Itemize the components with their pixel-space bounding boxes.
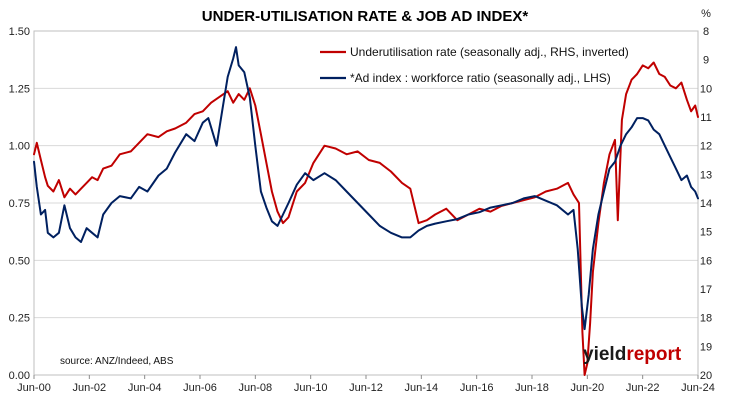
right-tick-label: 9 xyxy=(703,55,709,67)
x-tick-label: Jun-14 xyxy=(405,382,439,394)
source-note: source: ANZ/Indeed, ABS xyxy=(60,356,174,367)
right-tick-label: 11 xyxy=(700,112,711,124)
right-tick-label: 14 xyxy=(700,198,712,210)
brand-logo-main: yield xyxy=(583,344,626,365)
left-tick-label: 0.25 xyxy=(9,313,30,325)
right-tick-label: 17 xyxy=(700,284,712,296)
x-tick-label: Jun-16 xyxy=(460,382,494,394)
brand-logo: yieldreport xyxy=(583,344,682,365)
series-line-underutilisation xyxy=(33,61,699,376)
x-tick-label: Jun-10 xyxy=(294,382,328,394)
legend-label-underutilisation: Underutilisation rate (seasonally adj., … xyxy=(350,45,629,59)
right-tick-label: 12 xyxy=(700,141,712,153)
right-tick-label: 8 xyxy=(703,26,709,38)
x-tick-label: Jun-02 xyxy=(73,382,107,394)
x-tick-label: Jun-08 xyxy=(239,382,273,394)
right-tick-label: 13 xyxy=(700,169,712,181)
brand-logo-accent: report xyxy=(626,344,682,365)
series-layer xyxy=(33,46,699,376)
legend: Underutilisation rate (seasonally adj., … xyxy=(320,45,629,85)
right-axis-unit: % xyxy=(701,8,711,20)
left-tick-label: 1.00 xyxy=(9,141,30,153)
x-tick-label: Jun-20 xyxy=(571,382,605,394)
left-tick-label: 1.25 xyxy=(9,83,30,95)
gridlines xyxy=(34,87,698,319)
x-tick-label: Jun-12 xyxy=(349,382,383,394)
x-tick-label: Jun-24 xyxy=(681,382,715,394)
svg-text:yieldreport: yieldreport xyxy=(583,344,682,365)
x-tick-label: Jun-18 xyxy=(515,382,549,394)
right-axis: 8 9 10 11 12 13 14 15 16 17 18 19 20 xyxy=(700,26,712,382)
right-tick-label: 10 xyxy=(700,83,712,95)
series-line-ad-index xyxy=(33,46,699,331)
left-axis: 0.00 0.25 0.50 0.75 1.00 1.25 1.50 xyxy=(9,26,30,382)
x-tick-label: Jun-06 xyxy=(183,382,217,394)
right-tick-label: 15 xyxy=(700,227,712,239)
left-tick-label: 1.50 xyxy=(9,26,30,38)
right-tick-label: 16 xyxy=(700,255,712,267)
x-axis: Jun-00 Jun-02 Jun-04 Jun-06 Jun-08 Jun-10 Jun-… xyxy=(17,375,715,394)
left-tick-label: 0.00 xyxy=(9,370,30,382)
chart-title: UNDER-UTILISATION RATE & JOB AD INDEX* xyxy=(202,8,529,25)
left-tick-label: 0.50 xyxy=(9,255,30,267)
x-tick-label: Jun-04 xyxy=(128,382,162,394)
x-tick-label: Jun-22 xyxy=(626,382,660,394)
x-tick-label: Jun-00 xyxy=(17,382,51,394)
right-tick-label: 18 xyxy=(700,313,712,325)
legend-label-ad-index: *Ad index : workforce ratio (seasonally … xyxy=(350,71,611,85)
right-tick-label: 19 xyxy=(700,341,712,353)
left-tick-label: 0.75 xyxy=(9,198,30,210)
right-tick-label: 20 xyxy=(700,370,712,382)
